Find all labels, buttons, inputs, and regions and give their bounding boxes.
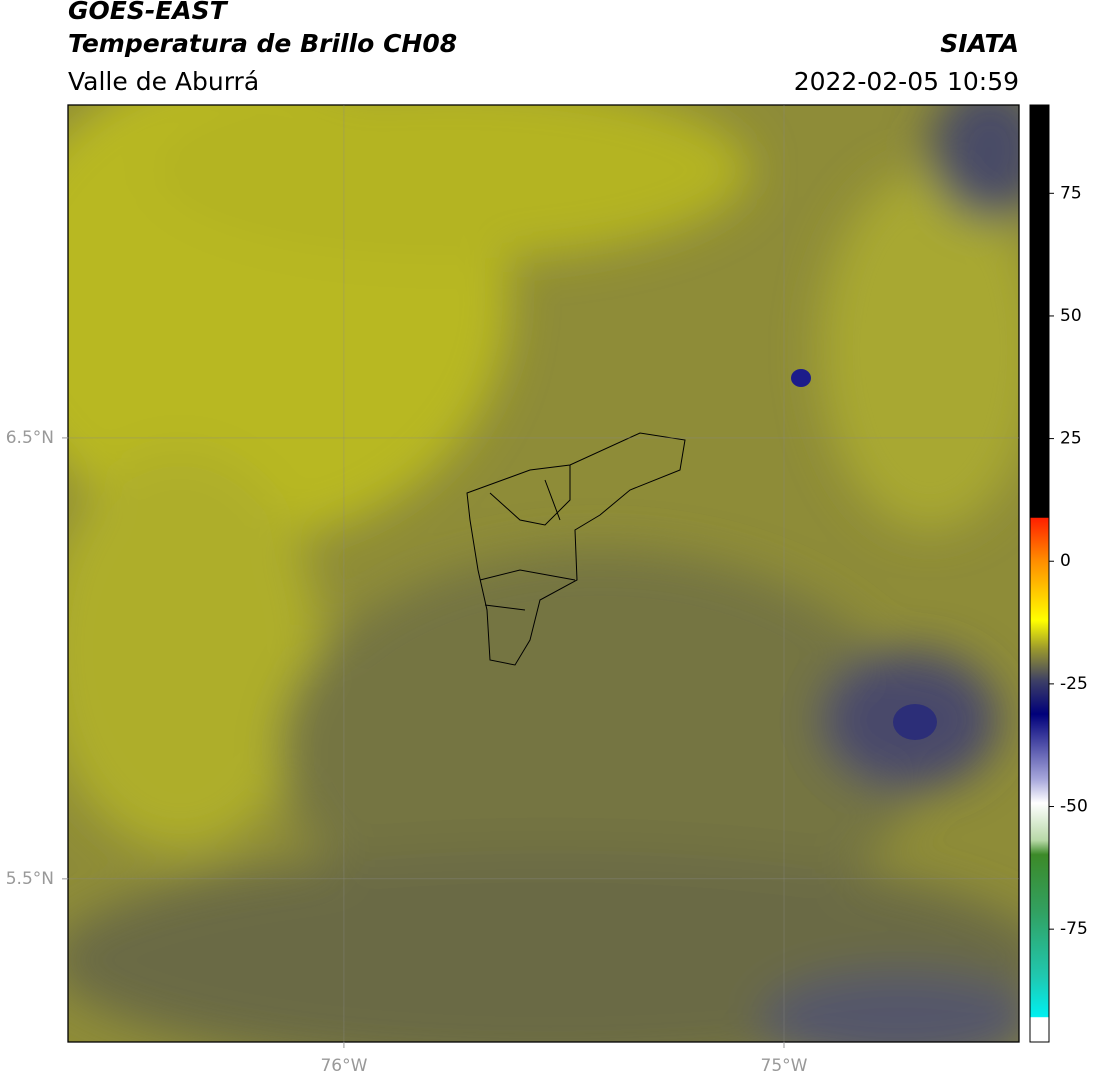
datetime: 2022-02-05 10:59 bbox=[794, 67, 1019, 96]
y-tick-label: 6.5°N bbox=[6, 428, 54, 448]
cold-cloud bbox=[893, 704, 937, 740]
colorbar-tick-label: -50 bbox=[1060, 797, 1088, 817]
map-frame bbox=[67, 104, 1020, 1043]
colorbar bbox=[1029, 104, 1050, 1043]
imagery bbox=[68, 105, 1019, 1042]
source: SIATA bbox=[940, 29, 1019, 58]
y-tick-label: 5.5°N bbox=[6, 869, 54, 889]
valley-outline bbox=[466, 432, 686, 666]
colorbar-tick-label: 50 bbox=[1060, 306, 1082, 326]
colorbar-tick-label: -75 bbox=[1060, 919, 1088, 939]
colorbar-tick-label: 75 bbox=[1060, 183, 1082, 203]
colorbar-tick-label: -25 bbox=[1060, 674, 1088, 694]
title: GOES-EAST bbox=[68, 0, 229, 25]
subtitle: Temperatura de Brillo CH08 bbox=[68, 29, 457, 58]
colorbar-tick-label: 0 bbox=[1060, 551, 1071, 571]
x-tick-label: 76°W bbox=[320, 1056, 367, 1076]
x-tick-label: 75°W bbox=[761, 1056, 808, 1076]
cold-cloud bbox=[791, 369, 811, 387]
region: Valle de Aburrá bbox=[68, 67, 259, 96]
colorbar-tick-label: 25 bbox=[1060, 429, 1082, 449]
